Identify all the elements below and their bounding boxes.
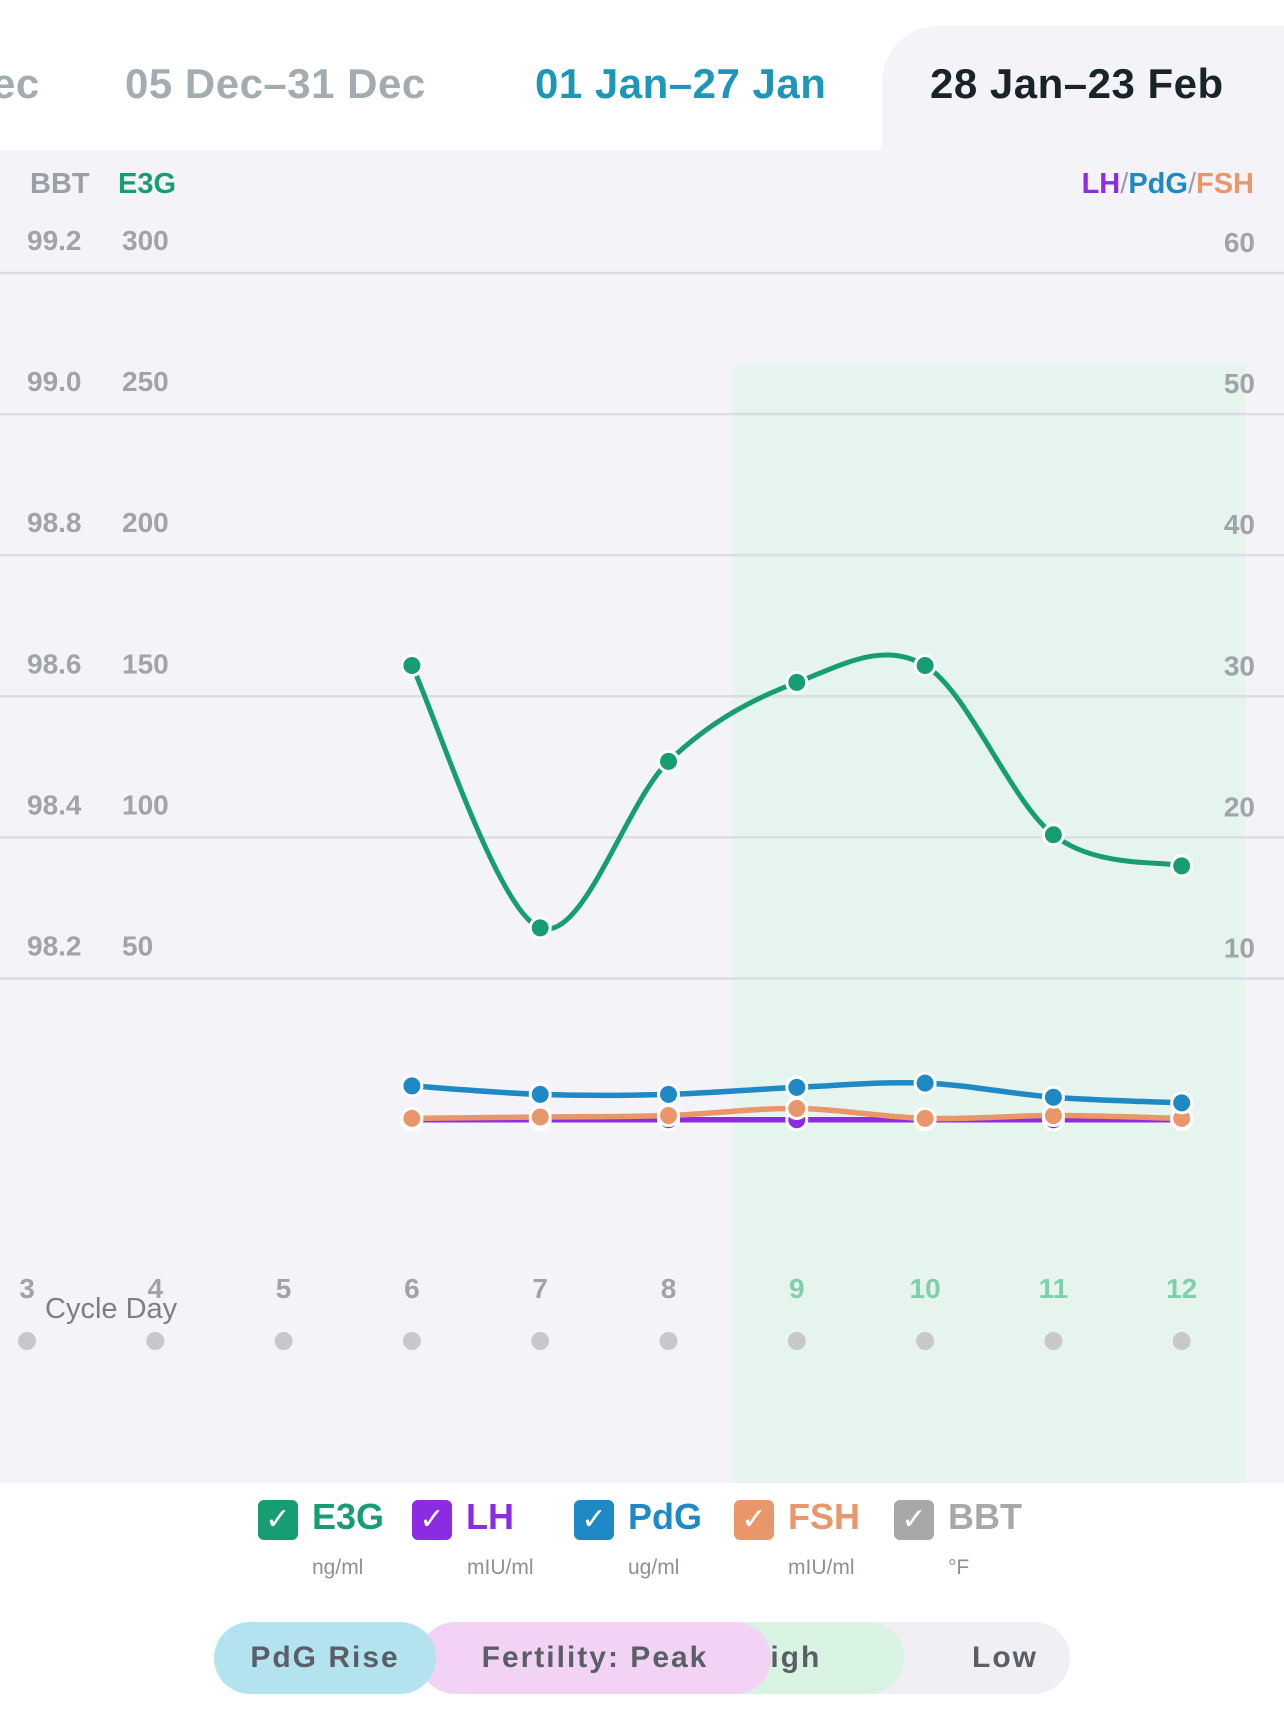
- pdg-data-point: [1041, 1085, 1065, 1109]
- e3g-data-point: [913, 653, 937, 677]
- right-axis-tick-label: 30: [1224, 650, 1255, 681]
- pdg-axis-title: PdG: [1128, 168, 1188, 200]
- x-tick-label: 5: [276, 1273, 292, 1304]
- bbt-tick-label: 98.6: [27, 648, 82, 679]
- legend-label-lh: LH: [466, 1496, 514, 1537]
- e3g-data-point: [528, 916, 552, 940]
- e3g-data-point: [400, 653, 424, 677]
- right-axis-tick-label: 10: [1224, 932, 1255, 963]
- right-axis-tick-label: 20: [1224, 791, 1255, 822]
- e3g-data-point: [1170, 854, 1194, 878]
- cycle-day-label: Cycle Day: [45, 1293, 178, 1325]
- x-tick-label: 10: [910, 1273, 941, 1304]
- x-tick-label: 3: [19, 1273, 35, 1304]
- tab-previous-cycle-partial[interactable]: ec: [0, 60, 40, 107]
- e3g-tick-label: 100: [122, 789, 169, 820]
- lh-axis-title: LH: [1081, 168, 1121, 200]
- legend-unit-bbt: °F: [948, 1556, 970, 1579]
- fsh-data-point: [657, 1104, 680, 1128]
- fsh-data-point: [913, 1106, 937, 1130]
- fsh-data-point: [528, 1105, 552, 1129]
- phase-pill-pdg-rise[interactable]: PdG Rise: [214, 1622, 436, 1694]
- x-tick-label: 6: [404, 1273, 420, 1304]
- x-tick-label: 9: [789, 1273, 805, 1304]
- active-tab-background: [882, 26, 1284, 156]
- phase-pill-fertility-peak[interactable]: Fertility: Peak: [419, 1622, 771, 1694]
- e3g-data-point: [657, 749, 680, 773]
- check-icon[interactable]: ✓: [258, 1500, 298, 1540]
- series-legend: ✓ E3G ng/ml ✓ LH mIU/ml ✓ PdG ug/ml ✓ FS…: [0, 1492, 1284, 1582]
- legend-label-fsh: FSH: [788, 1496, 860, 1537]
- e3g-tick-label: 200: [122, 507, 169, 538]
- bbt-tick-label: 98.4: [27, 789, 82, 820]
- e3g-series-line: [409, 652, 1185, 932]
- bbt-tick-label: 99.2: [27, 225, 82, 256]
- x-tick-label: 12: [1166, 1273, 1197, 1304]
- e3g-axis-title: E3G: [118, 168, 177, 200]
- check-icon[interactable]: ✓: [734, 1500, 774, 1540]
- legend-label-e3g: E3G: [312, 1496, 385, 1537]
- day-dot-marker: [18, 1332, 36, 1350]
- e3g-tick-label: 150: [122, 648, 169, 679]
- day-dot-marker: [274, 1332, 293, 1350]
- x-tick-label: 11: [1039, 1273, 1069, 1304]
- check-icon[interactable]: ✓: [412, 1500, 452, 1540]
- day-dot-marker: [1172, 1332, 1191, 1350]
- legend-unit-pdg: ug/ml: [628, 1556, 680, 1579]
- day-dot-marker: [146, 1332, 165, 1350]
- check-icon[interactable]: ✓: [574, 1500, 614, 1540]
- e3g-data-point: [1041, 823, 1065, 847]
- axis-title-separator: /: [1120, 168, 1129, 200]
- pdg-data-point: [785, 1075, 809, 1099]
- pdg-data-point: [1170, 1091, 1194, 1115]
- hormone-chart: 99.2 300 60 99.0 250 50 98.8 200 40 98.6 150 30 98.4…: [0, 225, 1284, 1483]
- legend-unit-lh: mIU/ml: [467, 1556, 534, 1579]
- cycle-tabs: ec 05 Dec–31 Dec 01 Jan–27 Jan 28 Jan–23…: [0, 0, 1284, 156]
- bbt-tick-label: 99.0: [27, 366, 82, 397]
- legend-label-bbt: BBT: [948, 1496, 1022, 1537]
- e3g-tick-label: 250: [122, 366, 169, 397]
- fertile-window-highlight: [732, 365, 1246, 1483]
- tab-01-jan-27-jan[interactable]: 01 Jan–27 Jan: [535, 60, 827, 107]
- pdg-data-point: [657, 1082, 680, 1106]
- legend-unit-fsh: mIU/ml: [788, 1556, 855, 1579]
- pdg-data-point: [528, 1082, 552, 1106]
- e3g-tick-label: 300: [122, 225, 169, 256]
- x-tick-label: 4: [148, 1273, 164, 1304]
- bbt-tick-label: 98.2: [27, 930, 82, 961]
- right-axis-title: LH/PdG/FSH: [1082, 168, 1254, 201]
- pdg-data-point: [400, 1074, 424, 1098]
- e3g-data-point: [785, 670, 809, 694]
- e3g-tick-label: 50: [122, 930, 153, 961]
- bbt-axis-title: BBT: [30, 168, 90, 200]
- fsh-data-point: [785, 1097, 809, 1121]
- x-tick-label: 8: [661, 1273, 677, 1304]
- day-dot-marker: [916, 1332, 935, 1350]
- tab-28-jan-23-feb[interactable]: 28 Jan–23 Feb: [930, 60, 1224, 107]
- bbt-tick-label: 98.8: [27, 507, 82, 538]
- fsh-axis-title: FSH: [1196, 168, 1254, 200]
- day-dot-marker: [659, 1332, 678, 1350]
- day-dot-marker: [787, 1332, 806, 1350]
- check-icon[interactable]: ✓: [894, 1500, 934, 1540]
- phase-legend: Low High Fertility: Peak PdG Rise: [214, 1622, 1070, 1694]
- day-dot-marker: [1044, 1332, 1063, 1350]
- right-axis-tick-label: 60: [1224, 227, 1255, 258]
- tab-05-dec-31-dec[interactable]: 05 Dec–31 Dec: [125, 60, 426, 107]
- right-axis-tick-label: 50: [1224, 368, 1255, 399]
- pdg-data-point: [913, 1071, 937, 1095]
- chart-panel: 99.2 300 60 99.0 250 50 98.8 200 40 98.6 150 30 98.4…: [0, 150, 1284, 1483]
- day-dot-marker: [531, 1332, 550, 1350]
- fsh-data-point: [400, 1106, 424, 1130]
- right-axis-tick-label: 40: [1224, 509, 1255, 540]
- legend-unit-e3g: ng/ml: [312, 1556, 364, 1579]
- x-tick-label: 7: [532, 1273, 548, 1304]
- axis-title-separator: /: [1187, 168, 1196, 200]
- legend-label-pdg: PdG: [628, 1496, 703, 1537]
- day-dot-marker: [402, 1332, 421, 1350]
